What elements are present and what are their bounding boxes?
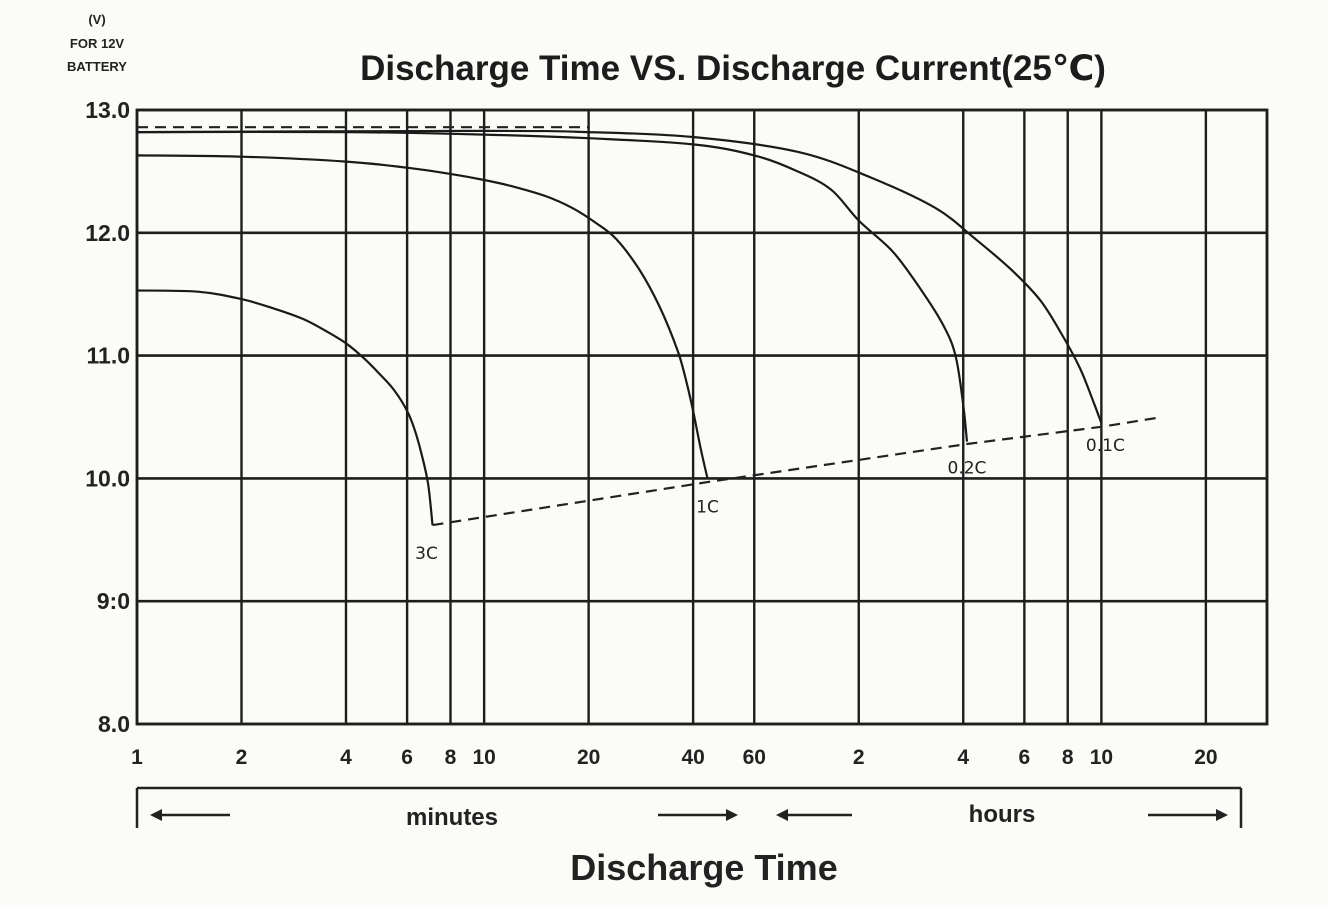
x-tick-label-hours: 10 [1090,746,1113,769]
x-tick-label-minutes: 6 [401,746,413,769]
x-tick-label-hours: 2 [853,746,865,769]
series-layer: 3C 1C 0.2C 0.1C [136,126,1163,564]
grid-layer: 13.012.011.010.09:08.01 2 4 6 8 10 20 40 60 2 4 6 8 1… [85,97,1269,769]
x-tick-label-minutes: 20 [577,746,600,769]
hours-label: hours [969,801,1036,828]
minutes-left-arrow [150,809,230,821]
minutes-label: minutes [406,804,498,831]
plot-frame [135,108,1269,726]
x-tick-label-minutes: 2 [236,746,248,769]
x-tick-label-hours: 4 [957,746,969,769]
x-tick-label-hours: 6 [1019,746,1031,769]
curve-01C [136,129,1103,424]
y-tick-label: 9:0 [97,588,130,614]
minutes-right-arrow [658,809,738,821]
curve-3C [136,289,434,526]
curve-label-02C: 0.2C [948,459,987,479]
y-unit-line-3: BATTERY [67,59,127,74]
x-tick-label-minutes: 10 [472,746,495,769]
x-tick-label-hours: 20 [1194,746,1217,769]
curve-1C [136,154,709,479]
y-tick-label: 10.0 [85,465,130,491]
y-tick-label: 8.0 [98,711,130,737]
y-unit-line-2: FOR 12V [70,36,125,51]
curve-label-3C: 3C [415,544,438,564]
x-tick-label-hours: 8 [1062,746,1074,769]
x-tick-label-minutes: 40 [681,746,704,769]
x-tick-label-minutes: 1 [131,746,143,769]
dashed-line-final-voltage [432,415,1163,527]
y-tick-label: 11.0 [87,343,131,369]
chart-title: Discharge Time VS. Discharge Current(25℃… [360,49,1106,88]
y-tick-label: 13.0 [85,97,130,123]
curve-label-01C: 0.1C [1086,436,1125,456]
x-tick-label-minutes: 60 [743,746,766,769]
curve-02C [136,130,969,442]
curve-label-1C: 1C [696,497,719,517]
x-tick-label-minutes: 4 [340,746,352,769]
x-tick-label-minutes: 8 [445,746,457,769]
hours-left-arrow [776,809,852,821]
hours-right-arrow [1148,809,1228,821]
y-tick-label: 12.0 [85,220,130,246]
time-unit-bracket [135,786,1243,828]
x-axis-title: Discharge Time [570,847,837,888]
y-unit-line-1: (V) [88,12,105,27]
